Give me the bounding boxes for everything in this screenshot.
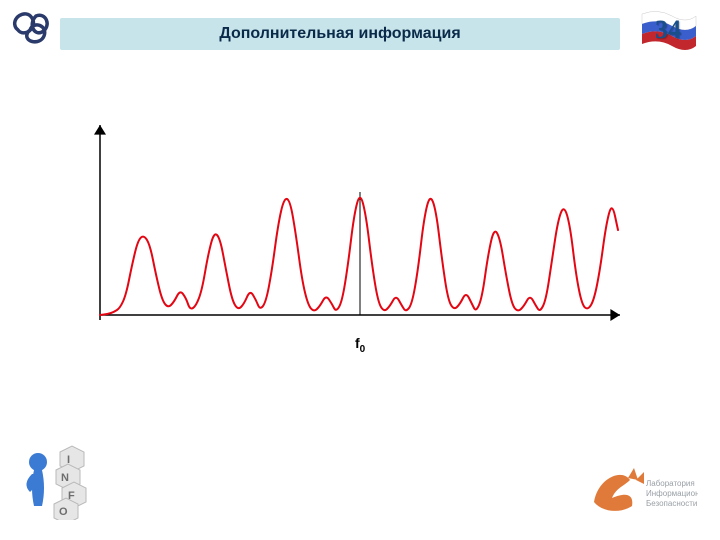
- header-bar: Дополнительная информация: [60, 18, 620, 50]
- x-axis-label: f0: [355, 335, 365, 355]
- page-badge: 34: [638, 10, 698, 50]
- spectrum-line: [100, 198, 618, 315]
- slide: Дополнительная информация 34 f0 I: [0, 0, 720, 540]
- spectrum-chart: [90, 120, 630, 340]
- fox-icon: [594, 468, 644, 511]
- lab-text-2: Информационной: [646, 489, 698, 498]
- svg-text:N: N: [61, 472, 69, 484]
- lab-text-3: Безопасности: [646, 499, 697, 508]
- lab-logo: Лаборатория Информационной Безопасности: [588, 458, 698, 518]
- svg-text:O: O: [59, 506, 68, 518]
- page-number: 34: [638, 10, 698, 50]
- corner-logo: [6, 4, 54, 52]
- lab-text-1: Лаборатория: [646, 479, 695, 488]
- info-figure-icon: I N F O: [20, 440, 100, 520]
- knot-icon: [15, 14, 47, 42]
- page-title: Дополнительная информация: [219, 25, 460, 43]
